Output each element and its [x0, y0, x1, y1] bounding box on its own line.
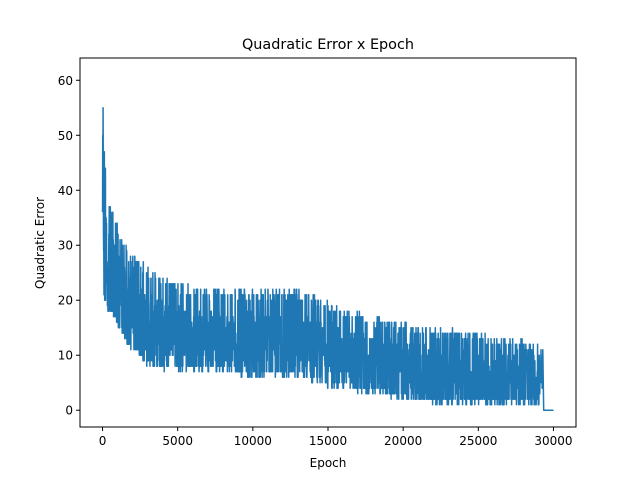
x-tick-label: 10000 [234, 434, 272, 448]
y-tick-label: 0 [65, 404, 73, 418]
x-tick-label: 5000 [162, 434, 193, 448]
y-axis-ticks: 0 10 20 30 40 50 60 [58, 74, 80, 418]
chart-title: Quadratic Error x Epoch [242, 37, 414, 53]
x-tick-label: 15000 [309, 434, 347, 448]
plot-frame [79, 57, 577, 428]
plot-area [101, 107, 554, 411]
x-tick-label: 30000 [534, 434, 572, 448]
series-line [101, 107, 554, 411]
x-axis-ticks: 0 5000 10000 15000 20000 25000 30000 [99, 427, 573, 448]
y-tick-label: 10 [58, 349, 73, 363]
y-tick-label: 40 [58, 184, 73, 198]
x-tick-label: 0 [99, 434, 107, 448]
y-tick-label: 60 [58, 74, 73, 88]
y-tick-label: 20 [58, 294, 73, 308]
y-axis-label: Quadratic Error [33, 197, 47, 289]
x-tick-label: 25000 [459, 434, 497, 448]
y-tick-label: 30 [58, 239, 73, 253]
y-tick-label: 50 [58, 129, 73, 143]
x-axis-label: Epoch [310, 456, 347, 470]
x-tick-label: 20000 [384, 434, 422, 448]
